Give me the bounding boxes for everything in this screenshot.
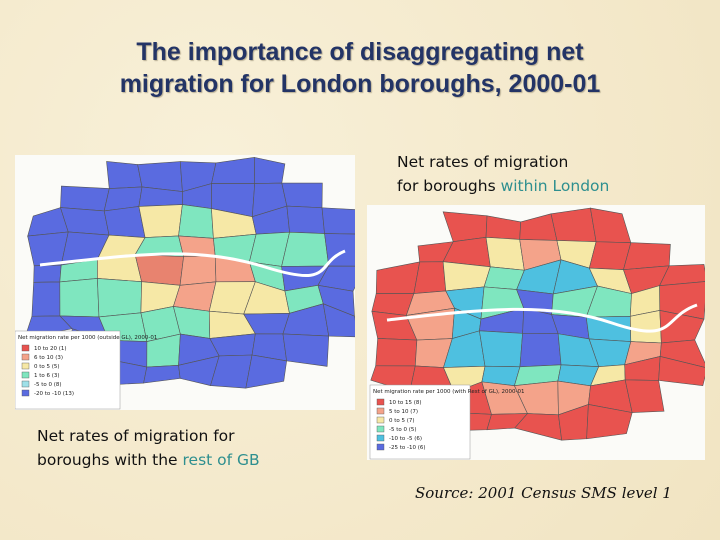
borough: [659, 339, 705, 368]
legend-label: 1 to 6 (3): [34, 373, 60, 379]
borough: [281, 182, 323, 209]
title-line: migration for London boroughs, 2000-01: [119, 70, 601, 98]
legend-swatch: [21, 362, 30, 370]
borough: [623, 242, 671, 271]
legend-title: Net migration rate per 1000 (with Rest o…: [373, 389, 525, 395]
legend-box: [15, 330, 121, 410]
legend-label: 10 to 15 (8): [389, 400, 422, 406]
legend-label: -5 to 0 (8): [34, 382, 62, 388]
map-within-london: Net migration rate per 1000 (with Rest o…: [367, 205, 705, 460]
borough: [31, 281, 61, 317]
legend-swatch: [376, 407, 385, 415]
borough: [321, 207, 355, 235]
river: [39, 249, 346, 277]
borough: [629, 310, 662, 344]
legend-label: 6 to 10 (3): [34, 355, 63, 361]
legend-label: 5 to 10 (7): [389, 409, 418, 415]
borough: [179, 255, 217, 286]
legend-swatch: [21, 353, 30, 361]
legend-swatch: [21, 389, 30, 397]
caption-line: for boroughs: [397, 177, 501, 195]
borough: [659, 264, 705, 286]
caption-highlight: within London: [500, 177, 610, 195]
source: Source: 2001 Census SMS level 1: [415, 484, 672, 502]
caption-rest: Net rates of migration for boroughs with …: [37, 424, 260, 472]
title-line: The importance of disaggregating net: [136, 38, 584, 66]
borough: [138, 204, 183, 238]
caption-line: boroughs with the: [37, 451, 183, 469]
caption-highlight: rest of GB: [182, 451, 260, 469]
legend-swatch: [21, 371, 30, 379]
borough: [585, 315, 632, 342]
borough: [550, 207, 597, 243]
borough: [281, 231, 330, 267]
borough: [245, 354, 287, 389]
caption-within: Net rates of migration for boroughs withi…: [397, 150, 609, 198]
legend-swatch: [21, 380, 30, 388]
map-rest-of-gb: Net migration rate per 1000 (outside GL)…: [15, 155, 355, 410]
legend-swatch: [21, 344, 30, 352]
legend-label: 0 to 5 (7): [389, 418, 415, 424]
borough: [59, 278, 100, 318]
borough: [134, 254, 184, 286]
legend-swatch: [376, 398, 385, 406]
borough: [60, 207, 110, 236]
borough: [413, 261, 447, 294]
legend-label: -25 to -10 (6): [389, 445, 426, 451]
legend-swatch: [376, 425, 385, 433]
legend-label: -20 to -10 (13): [34, 391, 74, 397]
legend-label: -10 to -5 (6): [389, 436, 422, 442]
borough: [60, 185, 110, 212]
legend-label: 0 to 5 (5): [34, 364, 60, 370]
legend-swatch: [376, 416, 385, 424]
caption-line: Net rates of migration: [397, 153, 569, 171]
legend-label: -5 to 0 (5): [389, 427, 417, 433]
river: [386, 303, 698, 333]
legend-title: Net migration rate per 1000 (outside GL)…: [18, 335, 157, 341]
borough: [624, 379, 665, 413]
borough: [286, 205, 325, 234]
borough: [658, 356, 705, 386]
borough: [442, 261, 491, 292]
borough: [103, 206, 146, 238]
borough: [178, 204, 214, 239]
legend-label: 10 to 20 (1): [34, 346, 67, 352]
title: The importance of disaggregating net migr…: [0, 36, 720, 100]
borough: [106, 161, 143, 189]
borough: [519, 333, 562, 368]
legend-swatch: [376, 443, 385, 451]
borough: [282, 333, 330, 367]
caption-line: Net rates of migration for: [37, 427, 235, 445]
borough: [375, 338, 418, 367]
borough: [479, 330, 523, 368]
borough: [33, 264, 62, 283]
borough: [485, 236, 525, 271]
borough: [322, 303, 355, 338]
borough: [586, 404, 633, 440]
legend-box: [369, 384, 471, 460]
borough: [97, 278, 142, 318]
borough: [173, 281, 217, 312]
legend-swatch: [376, 434, 385, 442]
